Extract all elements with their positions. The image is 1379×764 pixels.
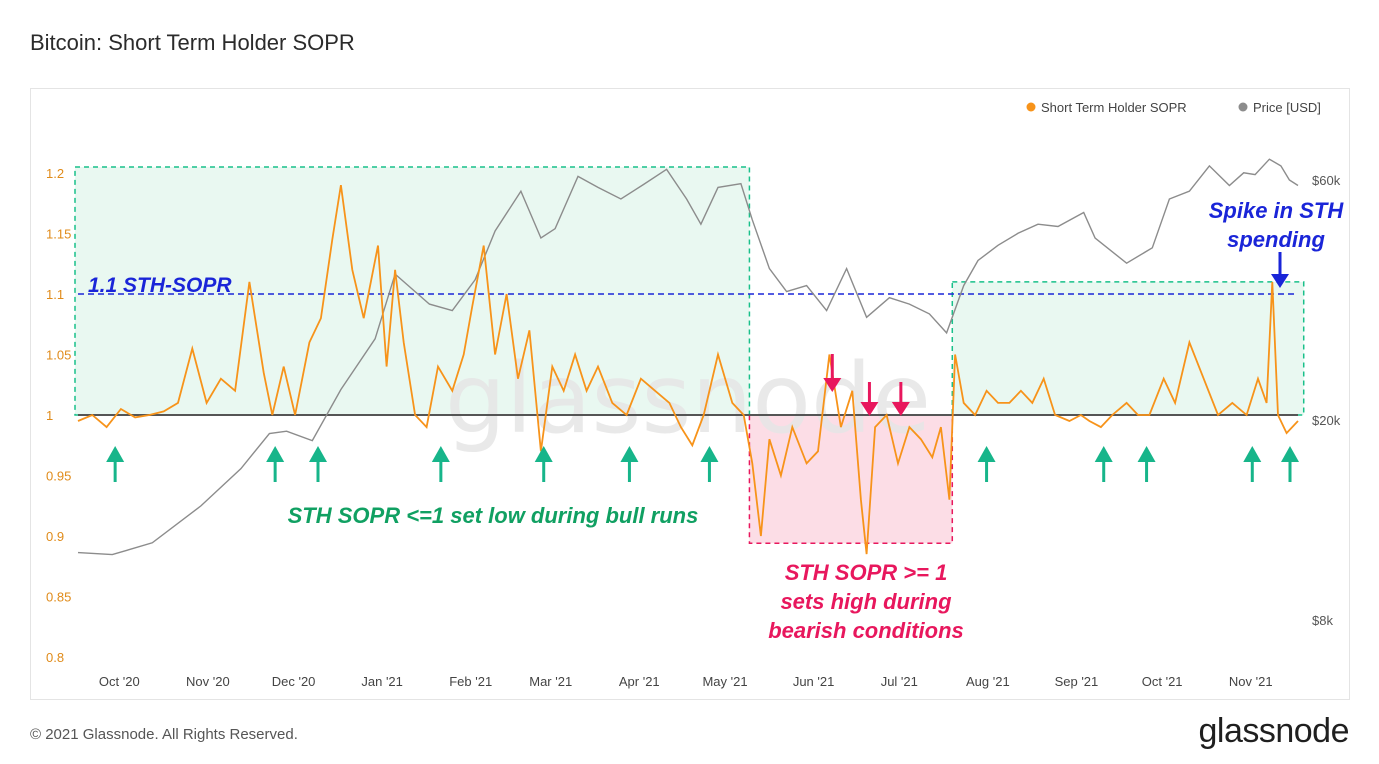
green-arrow-11-head: [1281, 446, 1299, 462]
x-tick-label: Oct '20: [99, 674, 140, 689]
x-tick-label: Oct '21: [1142, 674, 1183, 689]
spike-arrow-head: [1271, 274, 1289, 288]
legend-label-price: Price [USD]: [1253, 100, 1321, 115]
x-tick-label: Feb '21: [449, 674, 492, 689]
y-left-tick: 1.2: [46, 166, 64, 181]
green-arrow-9-head: [1137, 446, 1156, 462]
y-left-tick: 1.1: [46, 287, 64, 302]
y-left-tick: 1: [46, 408, 53, 423]
pink-arrow-0-head: [823, 378, 842, 392]
threshold-annotation: 1.1 STH-SOPR: [88, 274, 232, 297]
price-series-line: [77, 158, 1299, 556]
bear-annotation-line: STH SOPR >= 1: [785, 560, 948, 585]
chart-panel: [30, 88, 1350, 700]
x-tick-label: Aug '21: [966, 674, 1010, 689]
green-arrow-5-head: [620, 446, 639, 462]
x-tick-label: Nov '20: [186, 674, 230, 689]
x-tick-label: Mar '21: [529, 674, 572, 689]
sopr-series-line: [77, 184, 1299, 555]
green-arrow-6-head: [700, 446, 719, 462]
green-arrow-8-head: [1094, 446, 1113, 462]
bull-zone-2: [951, 281, 1305, 416]
y-left-tick: 0.85: [46, 590, 71, 605]
x-tick-label: Nov '21: [1229, 674, 1273, 689]
green-arrow-0-head: [106, 446, 125, 462]
chart-title: Bitcoin: Short Term Holder SOPR: [30, 30, 355, 55]
y-right-tick: $60k: [1312, 173, 1341, 188]
green-arrow-4-head: [534, 446, 553, 462]
glassnode-logo: glassnode: [1198, 712, 1349, 750]
green-arrow-7-head: [977, 446, 996, 462]
x-tick-label: May '21: [702, 674, 747, 689]
legend-marker-sopr: [1026, 102, 1036, 112]
x-tick-label: Jan '21: [361, 674, 403, 689]
x-tick-label: Jul '21: [881, 674, 918, 689]
legend-marker-price: [1238, 102, 1248, 112]
green-arrow-1-head: [266, 446, 285, 462]
x-tick-label: Jun '21: [793, 674, 835, 689]
legend-label-sopr: Short Term Holder SOPR: [1041, 100, 1187, 115]
pink-arrow-1-head: [860, 402, 879, 416]
bull-zone-1: [74, 166, 751, 416]
x-tick-label: Apr '21: [619, 674, 660, 689]
green-arrow-3-head: [431, 446, 450, 462]
x-tick-label: Dec '20: [272, 674, 316, 689]
green-arrow-10-head: [1243, 446, 1262, 462]
spike-annotation-line: Spike in STH: [1209, 198, 1345, 223]
pink-arrow-2-head: [891, 402, 910, 416]
y-right-tick: $8k: [1312, 613, 1333, 628]
y-left-tick: 0.8: [46, 650, 64, 665]
bull-annotation: STH SOPR <=1 set low during bull runs: [288, 503, 699, 528]
bear-annotation-line: sets high during: [780, 589, 952, 614]
y-left-tick: 1.05: [46, 348, 71, 363]
spike-annotation-line: spending: [1227, 227, 1325, 252]
green-arrow-2-head: [309, 446, 327, 462]
y-right-tick: $20k: [1312, 413, 1341, 428]
x-tick-label: Sep '21: [1055, 674, 1099, 689]
bear-annotation-line: bearish conditions: [768, 618, 964, 643]
y-left-tick: 1.15: [46, 227, 71, 242]
y-left-tick: 0.9: [46, 529, 64, 544]
footer-copyright: © 2021 Glassnode. All Rights Reserved.: [30, 726, 298, 743]
y-left-tick: 0.95: [46, 469, 71, 484]
